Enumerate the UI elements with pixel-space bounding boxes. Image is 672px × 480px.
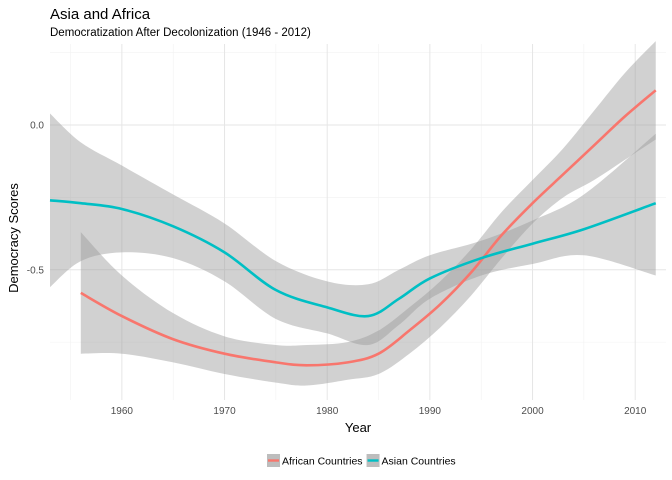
x-tick-label: 1990 [419, 406, 442, 417]
x-tick-label: 1960 [111, 406, 134, 417]
african-countries-legend-label: African Countries [282, 456, 363, 468]
y-tick-label: -0.5 [27, 265, 45, 276]
x-tick-label: 1970 [213, 406, 236, 417]
chart-title: Asia and Africa [50, 6, 151, 23]
y-tick-labels: 0.0 -0.5 [27, 121, 45, 277]
grid [50, 44, 666, 400]
x-axis-title: Year [345, 420, 372, 435]
chart-subtitle: Democratization After Decolonization (19… [50, 27, 311, 39]
legend: African Countries Asian Countries [267, 454, 456, 468]
x-tick-labels: 1960 1970 1980 1990 2000 2010 [111, 406, 647, 417]
x-tick-label: 2010 [624, 406, 647, 417]
y-axis-title: Democracy Scores [6, 183, 21, 293]
x-tick-label: 1980 [316, 406, 339, 417]
asian-countries-confidence-band [50, 113, 656, 346]
trend-lines [49, 89, 657, 367]
african-countries-line [80, 89, 657, 367]
x-tick-label: 2000 [521, 406, 544, 417]
african-countries-confidence-band [80, 41, 656, 386]
y-tick-label: 0.0 [30, 121, 44, 132]
asian-countries-line [49, 198, 657, 318]
asian-countries-legend-label: Asian Countries [382, 456, 456, 468]
confidence-bands [50, 41, 656, 386]
